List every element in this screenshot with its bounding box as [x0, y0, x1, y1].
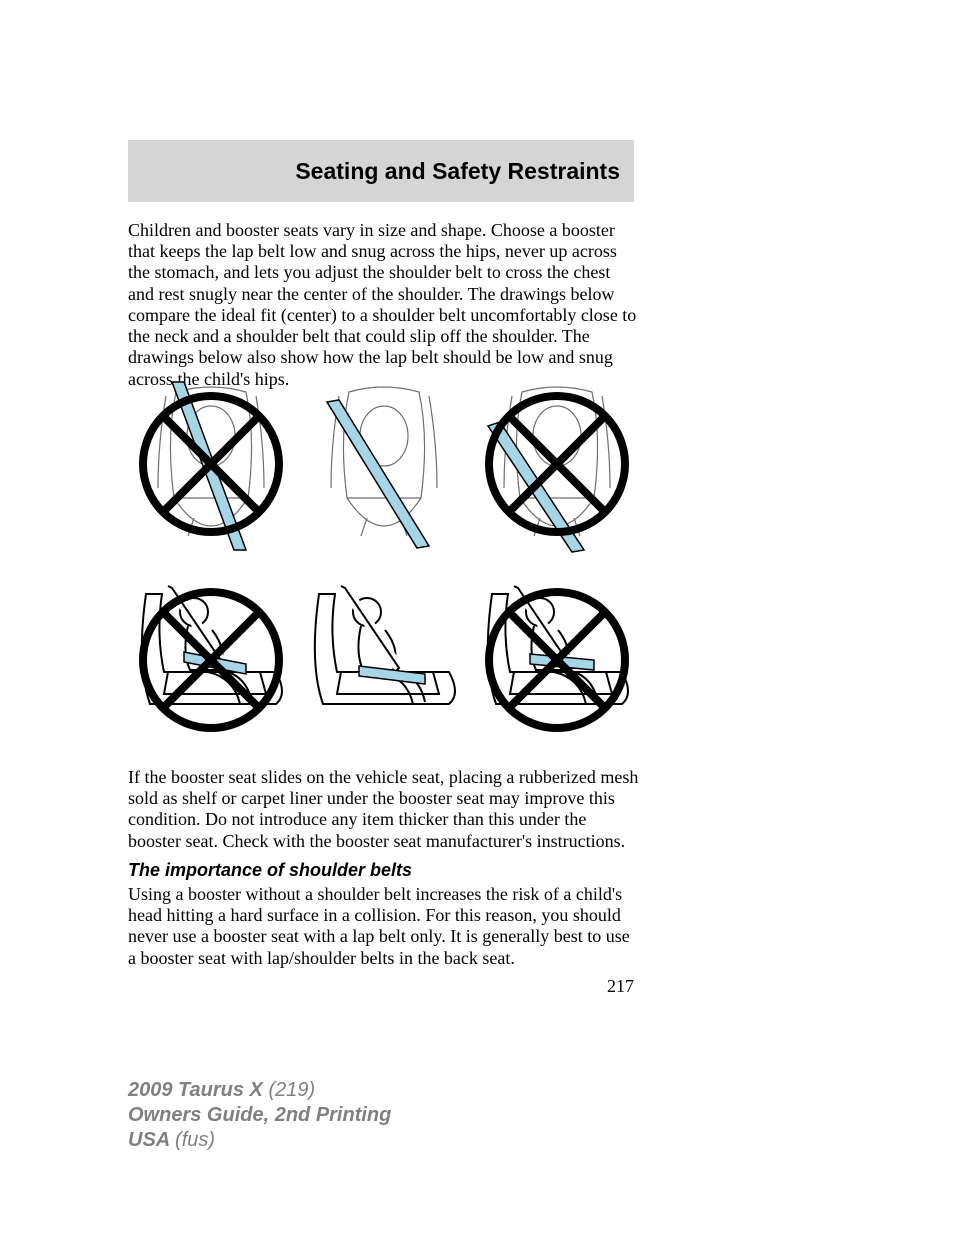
diagram-shoulder-off: [474, 378, 640, 554]
shoulder-belts-paragraph: Using a booster without a shoulder belt …: [128, 884, 640, 969]
diagram-lap-high: [128, 574, 294, 750]
page-number: 217: [607, 976, 634, 997]
diagram-shoulder-close-neck: [128, 378, 294, 554]
diagram-lap-ideal: [301, 574, 467, 750]
diagram-grid: [128, 378, 640, 750]
diagram-shoulder-ideal: [301, 378, 467, 554]
intro-paragraph: Children and booster seats vary in size …: [128, 220, 640, 390]
footer-line-1: 2009 Taurus X (219): [128, 1078, 391, 1103]
footer-code: (219): [268, 1079, 315, 1101]
footer-region: USA: [128, 1129, 169, 1151]
header-bar: Seating and Safety Restraints: [128, 140, 634, 202]
footer-fus: (fus): [175, 1129, 215, 1151]
footer-line-3: USA (fus): [128, 1128, 391, 1153]
page: Seating and Safety Restraints Children a…: [0, 0, 954, 1235]
footer-model: 2009 Taurus X: [128, 1079, 263, 1101]
shoulder-belts-subheading: The importance of shoulder belts: [128, 860, 412, 881]
section-title: Seating and Safety Restraints: [295, 158, 620, 185]
diagram-lap-wrong: [474, 574, 640, 750]
rubber-mesh-paragraph: If the booster seat slides on the vehicl…: [128, 767, 640, 852]
footer: 2009 Taurus X (219) Owners Guide, 2nd Pr…: [128, 1078, 391, 1153]
footer-line-2: Owners Guide, 2nd Printing: [128, 1103, 391, 1128]
